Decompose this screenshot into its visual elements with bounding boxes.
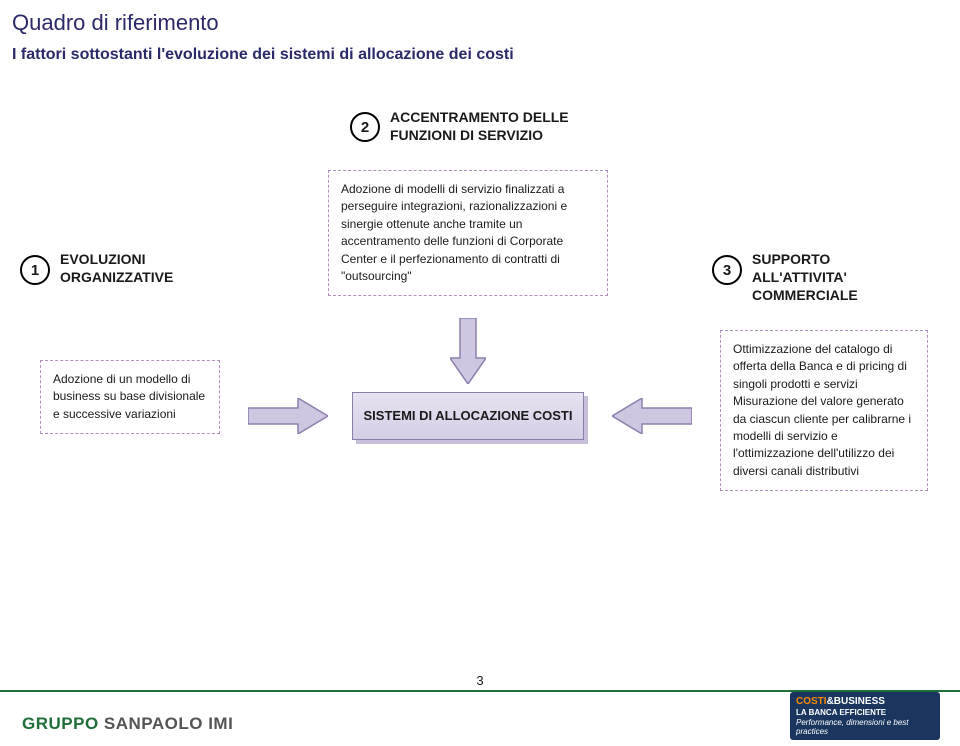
box-right: Ottimizzazione del catalogo di offerta d… (720, 330, 928, 491)
page-number: 3 (476, 673, 483, 688)
arrow-down-icon (450, 318, 486, 384)
footer-badge-line3: Performance, dimensioni e best practices (796, 718, 934, 737)
footer-badge-word1: COSTI (796, 696, 827, 707)
footer-logo: GRUPPO SANPAOLO IMI (22, 714, 233, 734)
badge-3: 3 (712, 255, 742, 285)
label-col1: EVOLUZIONI ORGANIZZATIVE (60, 250, 210, 286)
label-col2: ACCENTRAMENTO DELLE FUNZIONI DI SERVIZIO (390, 108, 600, 144)
footer-badge-line2: LA BANCA EFFICIENTE (796, 708, 934, 718)
badge-2: 2 (350, 112, 380, 142)
footer-bar: GRUPPO SANPAOLO IMI COSTI&BUSINESS LA BA… (0, 690, 960, 746)
arrow-right-icon (248, 398, 328, 434)
badge-1: 1 (20, 255, 50, 285)
box-center-bottom: SISTEMI DI ALLOCAZIONE COSTI (352, 392, 584, 440)
page-title: Quadro di riferimento (12, 10, 219, 36)
footer-badge: COSTI&BUSINESS LA BANCA EFFICIENTE Perfo… (790, 692, 940, 740)
label-col3: SUPPORTO ALL'ATTIVITA' COMMERCIALE (752, 250, 922, 305)
footer-badge-word2: &BUSINESS (827, 696, 885, 707)
arrow-left-icon (612, 398, 692, 434)
footer-logo-part2: SANPAOLO IMI (104, 714, 233, 733)
box-left: Adozione di un modello di business su ba… (40, 360, 220, 434)
footer-logo-part1: GRUPPO (22, 714, 104, 733)
box-center-top: Adozione di modelli di servizio finalizz… (328, 170, 608, 296)
page-subtitle: I fattori sottostanti l'evoluzione dei s… (12, 46, 514, 64)
